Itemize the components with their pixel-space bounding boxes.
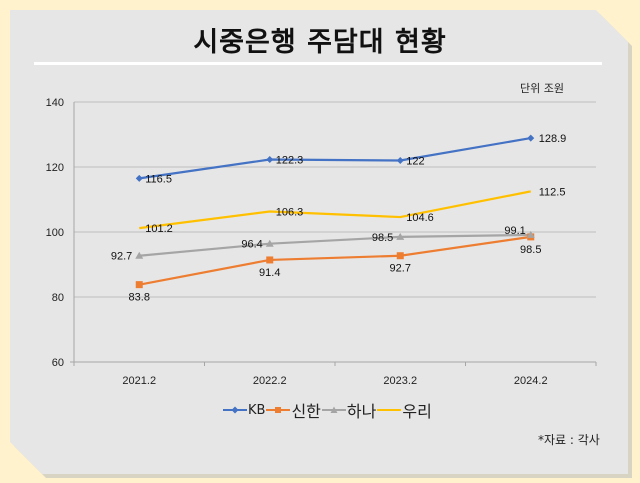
y-tick-label: 140 bbox=[46, 97, 64, 109]
legend-item-shinhan[interactable]: 신한 bbox=[265, 398, 321, 422]
data-label-hana: 92.7 bbox=[111, 251, 132, 263]
data-point-kb bbox=[527, 134, 535, 142]
x-tick-label: 2024.2 bbox=[514, 375, 548, 387]
title-divider bbox=[34, 62, 602, 65]
legend-item-woori[interactable]: 우리 bbox=[376, 398, 432, 422]
data-point-kb bbox=[135, 174, 143, 182]
data-point-kb bbox=[266, 156, 274, 164]
data-label-kb: 122 bbox=[406, 156, 424, 168]
data-point-hana bbox=[396, 232, 405, 240]
data-point-hana bbox=[526, 230, 535, 238]
legend-hana-swatch bbox=[321, 406, 346, 413]
source-note: *자료 : 각사 bbox=[538, 433, 600, 447]
data-label-kb: 122.3 bbox=[276, 155, 304, 167]
data-label-shinhan: 83.8 bbox=[129, 292, 150, 304]
data-label-kb: 128.9 bbox=[539, 133, 567, 145]
page-title: 시중은행 주담대 현황 bbox=[193, 27, 447, 58]
data-point-shinhan bbox=[266, 256, 274, 264]
gridlines bbox=[74, 101, 596, 298]
x-tick-label: 2023.2 bbox=[383, 375, 417, 387]
x-tick-labels: 2021.2 2022.2 2023.2 2024.2 bbox=[122, 375, 547, 387]
data-label-hana: 96.4 bbox=[241, 239, 262, 251]
legend-shinhan-swatch bbox=[266, 407, 291, 413]
data-point-kb bbox=[396, 157, 404, 164]
chart-legend: KB 신한 하나 우리 bbox=[222, 398, 432, 422]
data-labels: 116.5 122.3 122 128.9 83.8 91.4 92.7 98.5 92.7 96… bbox=[111, 133, 566, 304]
legend-kb-swatch bbox=[223, 406, 247, 414]
data-label-woori: 112.5 bbox=[539, 186, 566, 198]
axes bbox=[70, 102, 597, 366]
data-label-shinhan: 91.4 bbox=[259, 267, 280, 279]
data-point-hana bbox=[135, 251, 144, 259]
series-lines bbox=[139, 136, 531, 286]
legend-item-kb[interactable]: KB bbox=[222, 403, 265, 418]
x-tick-label: 2021.2 bbox=[122, 375, 156, 387]
series-line-woori bbox=[139, 190, 531, 230]
data-label-hana: 99.1 bbox=[504, 225, 525, 237]
legend-hana-label: 하나 bbox=[346, 402, 377, 421]
legend-woori-label: 우리 bbox=[402, 402, 432, 421]
series-line-kb bbox=[139, 136, 531, 180]
data-point-hana bbox=[265, 239, 274, 247]
y-tick-label: 80 bbox=[52, 292, 64, 304]
data-point-shinhan bbox=[135, 281, 143, 289]
series-line-shinhan bbox=[139, 235, 531, 286]
legend-shinhan-label: 신한 bbox=[291, 402, 321, 421]
y-tick-label: 60 bbox=[52, 357, 64, 369]
data-label-shinhan: 98.5 bbox=[520, 244, 541, 256]
legend-item-hana[interactable]: 하나 bbox=[321, 398, 376, 422]
legend-woori-swatch bbox=[377, 409, 402, 411]
y-tick-labels: 60 80 100 120 140 bbox=[46, 97, 64, 369]
data-label-woori: 106.3 bbox=[276, 207, 304, 219]
legend-kb-label: KB bbox=[248, 402, 266, 418]
x-tick-label: 2022.2 bbox=[253, 375, 287, 387]
data-label-kb: 116.5 bbox=[145, 173, 172, 185]
y-tick-label: 100 bbox=[46, 227, 64, 239]
data-label-woori: 101.2 bbox=[145, 223, 173, 235]
unit-label: 단위 조원 bbox=[520, 82, 564, 95]
data-label-shinhan: 92.7 bbox=[390, 263, 411, 275]
data-point-shinhan bbox=[396, 252, 404, 260]
series-line-hana bbox=[139, 233, 531, 257]
series-markers bbox=[135, 134, 535, 289]
data-label-hana: 98.5 bbox=[372, 232, 393, 244]
data-label-woori: 104.6 bbox=[406, 212, 434, 224]
y-tick-label: 120 bbox=[46, 162, 64, 174]
